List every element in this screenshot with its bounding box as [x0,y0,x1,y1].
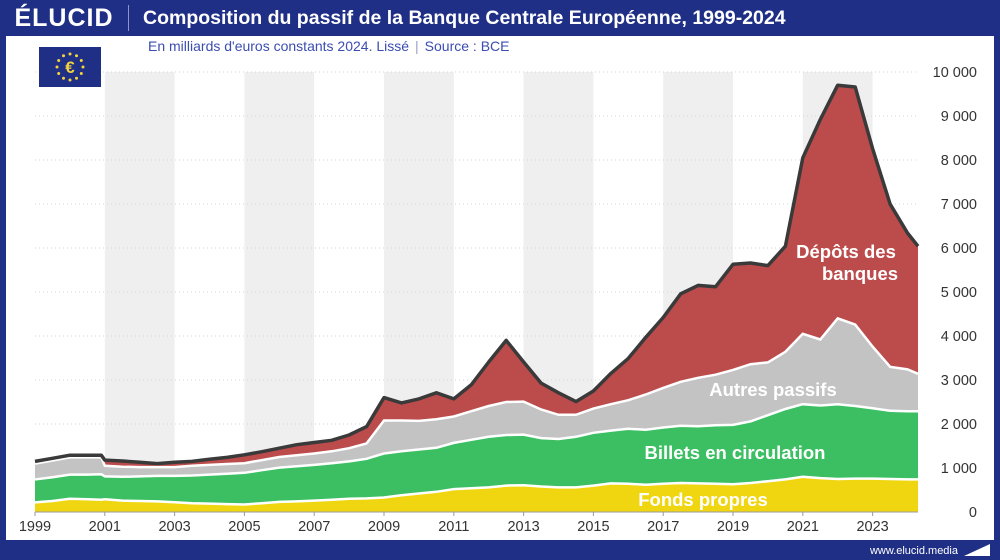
y-tick-label: 4 000 [941,329,977,345]
y-tick-label: 2 000 [941,417,977,433]
y-tick-label: 5 000 [941,285,977,301]
y-tick-label: 0 [969,505,977,521]
chart-source: Source : BCE [424,38,510,54]
chart-subtitle: En milliards d'euros constants 2024. Lis… [148,38,410,54]
y-tick-label: 1 000 [941,461,977,477]
total-outline [34,83,920,466]
y-tick-label: 3 000 [941,373,977,389]
area-fonds-propres [35,476,918,512]
x-tick-label: 2017 [647,519,679,535]
x-tick-label: 2015 [577,519,609,535]
brand-mark-icon [964,544,990,556]
subtitle-separator: | [415,38,419,54]
y-tick-label: 10 000 [933,65,977,81]
footer-site: www.elucid.media [869,545,958,557]
label-depots-line2: banques [822,263,898,284]
x-tick-label: 2003 [158,519,190,535]
x-tick-label: 2007 [298,519,330,535]
x-tick-label: 2009 [368,519,400,535]
header-divider [128,5,129,31]
chart-title: Composition du passif de la Banque Centr… [143,6,786,29]
label-autres-passifs: Autres passifs [709,379,837,400]
x-tick-label: 2019 [717,519,749,535]
y-tick-label: 8 000 [941,153,977,169]
label-fonds-propres: Fonds propres [638,489,768,510]
y-tick-label: 6 000 [941,241,977,257]
area-d-p-ts-des-banques [35,85,918,468]
x-tick-label: 2023 [856,519,888,535]
label-billets: Billets en circulation [645,442,826,463]
header-bar: ÉLUCID Composition du passif de la Banqu… [0,0,1000,36]
label-depots-line1: Dépôts des [796,241,896,262]
x-tick-label: 2011 [438,519,469,535]
y-tick-label: 9 000 [941,109,977,125]
series-boundary-line [34,475,918,506]
svg-text:€: € [65,58,75,77]
y-tick-label: 7 000 [941,197,977,213]
series-boundary-line [34,402,918,481]
chart-subtitle-line: En milliards d'euros constants 2024. Lis… [148,38,510,54]
x-tick-label: 2021 [787,519,819,535]
x-tick-label: 1999 [19,519,51,535]
series-boundary-line [34,316,919,469]
x-tick-label: 2005 [228,519,260,535]
area-billets-en-circulation [35,404,918,505]
eu-euro-flag-icon: € [39,47,101,87]
x-tick-label: 2001 [89,519,121,535]
brand-logo: ÉLUCID [14,3,114,32]
area-autres-passifs [35,318,918,480]
x-tick-label: 2013 [507,519,539,535]
